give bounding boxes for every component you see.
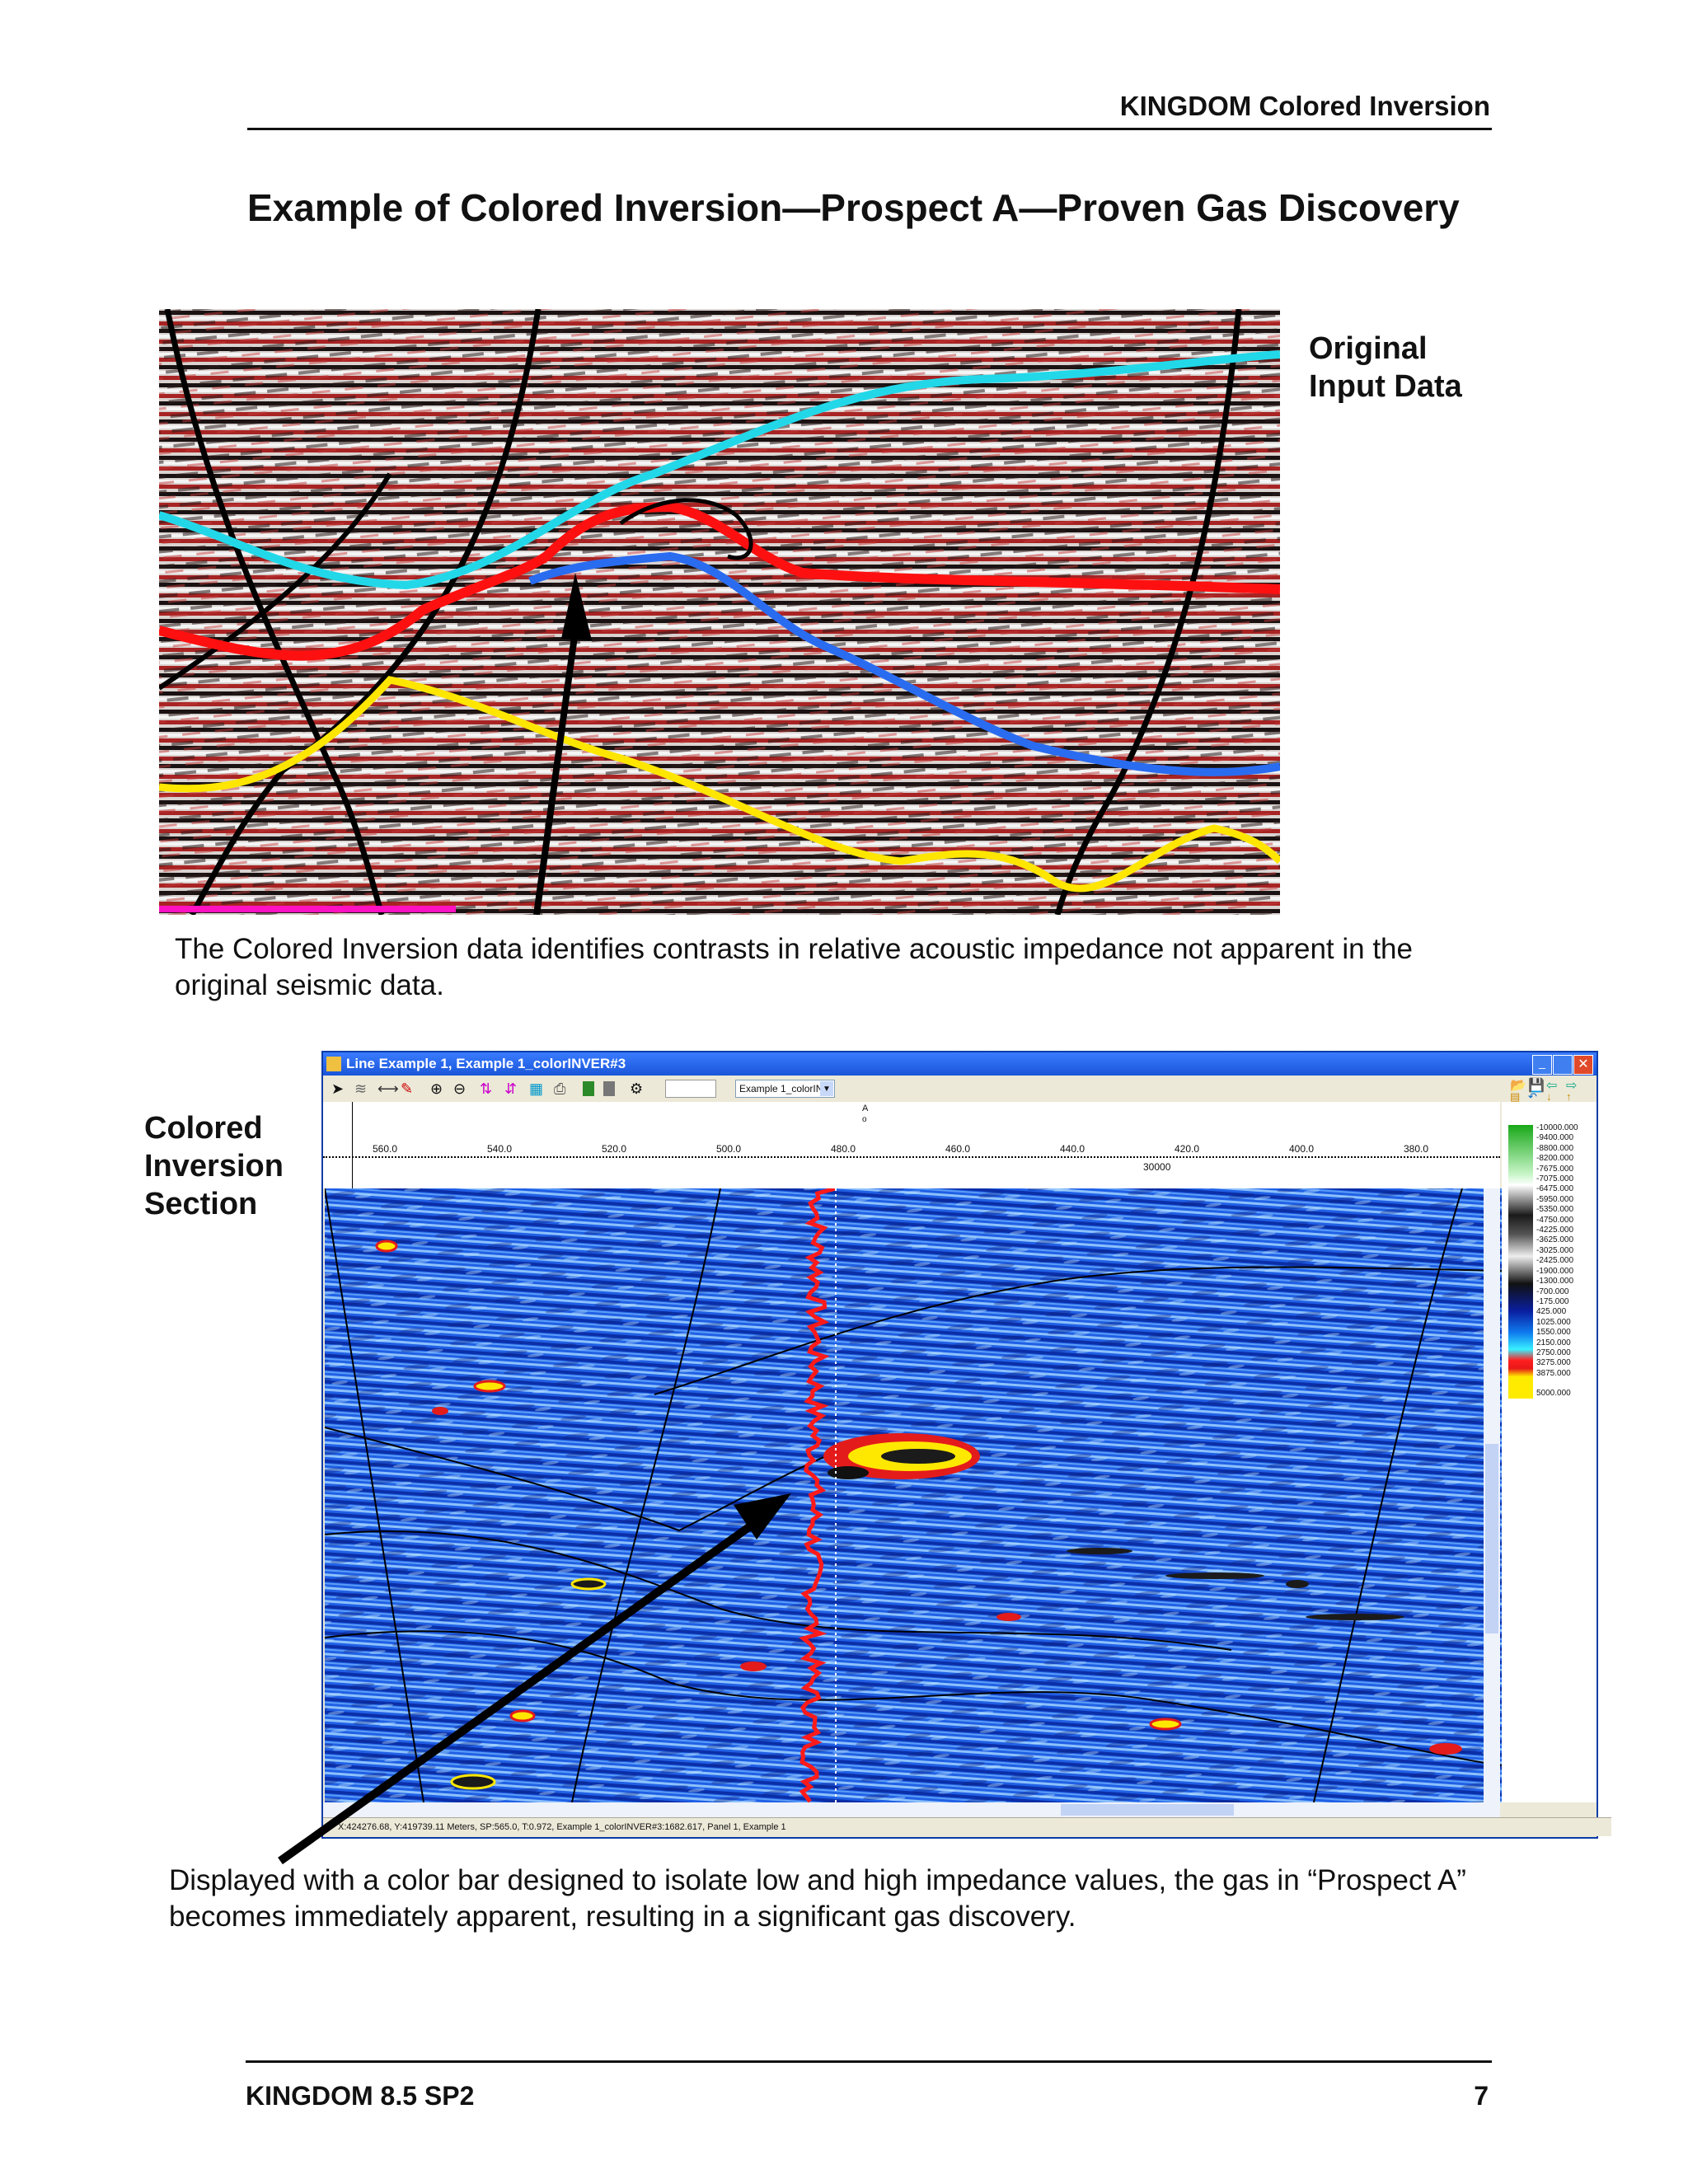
sort-up-icon[interactable]: ↑ (1566, 1090, 1572, 1103)
colorbar-label: -10000.000 (1536, 1123, 1578, 1132)
colorbar-label: 1550.000 (1536, 1328, 1571, 1338)
dataset-select[interactable]: Example 1_colorINV ▼ (735, 1080, 835, 1098)
shotpoint-tick-label: 380.0 (1404, 1143, 1429, 1155)
colorbar-label: -175.000 (1536, 1296, 1569, 1306)
shotpoint-tick-label: 480.0 (831, 1143, 856, 1155)
dataset-select-value: Example 1_colorINV (739, 1083, 830, 1094)
status-bar: X:424276.68, Y:419739.11 Meters, SP:565.… (323, 1817, 1611, 1836)
colorbar-label: -3625.000 (1536, 1235, 1574, 1245)
figure2-caption: Displayed with a color bar designed to i… (169, 1864, 1466, 1933)
colorbar-label: -5350.000 (1536, 1205, 1574, 1215)
header-rule (247, 128, 1492, 130)
footer-rule (246, 2060, 1492, 2063)
colorbar-label: -8200.000 (1536, 1154, 1574, 1164)
window-title-bar[interactable]: Line Example 1, Example 1_colorINVER#3 _… (323, 1052, 1597, 1076)
figure2-label: Colored Inversion Section (144, 1111, 284, 1221)
measure-icon[interactable]: ⟷ (377, 1080, 399, 1097)
ruler-axis (323, 1156, 1500, 1158)
zoom-out-icon[interactable]: ⊖ (453, 1080, 467, 1097)
print-icon[interactable]: ⎙ (554, 1080, 566, 1097)
page-number: 7 (1474, 2081, 1489, 2111)
window-title: Line Example 1, Example 1_colorINVER#3 (346, 1056, 626, 1071)
colorbar-label: -8800.000 (1536, 1143, 1574, 1153)
pointer-icon[interactable]: ➤ (331, 1080, 345, 1097)
blank-select[interactable] (665, 1080, 716, 1098)
colorbar-label: -1900.000 (1536, 1266, 1574, 1276)
arrow-head (561, 573, 592, 640)
status-bar-text: X:424276.68, Y:419739.11 Meters, SP:565.… (338, 1822, 786, 1832)
page-title: Example of Colored Inversion—Prospect A—… (247, 186, 1460, 229)
settings-icon[interactable]: ⚙ (630, 1080, 644, 1097)
close-icon[interactable]: ✕ (1573, 1055, 1593, 1075)
figure1-label: Original Input Data (1309, 331, 1462, 404)
colorbar-label: -700.000 (1536, 1286, 1569, 1296)
toolbar: ➤ ≋ ⟷ ✎ ⊕ ⊖ ⇅ ⇵ ▦ ⎙ ⚙ Example 1_colorINV… (323, 1076, 1597, 1103)
save-icon[interactable]: 💾 (1528, 1079, 1545, 1093)
well-log-trace (799, 1188, 837, 1802)
undo-icon[interactable]: ↶ (1528, 1090, 1537, 1103)
shotpoint-tick-label: 540.0 (487, 1143, 513, 1155)
horizontal-scrollbar[interactable] (323, 1802, 1500, 1817)
layers-icon[interactable]: ▤ (1510, 1090, 1521, 1103)
ruler-area: A o 560.0 540.0 520.0 500.0 480.0 460.0 440.0 4… (323, 1102, 1500, 1188)
colorbar-label: 5000.000 (1536, 1389, 1571, 1399)
kingdom-window: Line Example 1, Example 1_colorINVER#3 _… (321, 1051, 1611, 1839)
colorbar-label: -7675.000 (1536, 1164, 1574, 1174)
open-icon[interactable]: 📂 (1510, 1079, 1526, 1093)
distance-tick: 30000 (1143, 1161, 1171, 1173)
color-bar-icon[interactable] (583, 1081, 594, 1096)
shotpoint-tick-label: 440.0 (1060, 1143, 1085, 1155)
chevron-down-icon[interactable]: ▼ (820, 1081, 833, 1096)
colorbar-label: -7075.000 (1536, 1174, 1574, 1184)
shotpoint-tick-label: 500.0 (716, 1143, 742, 1155)
zoom-in-icon[interactable]: ⊕ (430, 1080, 443, 1097)
colorbar-label: -9400.000 (1536, 1133, 1574, 1143)
ruler-marker: A (862, 1104, 869, 1113)
figure1-caption: The Colored Inversion data identifies co… (175, 933, 1413, 1001)
minimize-icon[interactable]: _ (1532, 1055, 1552, 1075)
grid-icon[interactable]: ▦ (529, 1080, 544, 1097)
inversion-section-image (325, 1188, 1502, 1802)
colorbar-label: 3275.000 (1536, 1358, 1571, 1368)
colorbar-label: 1025.000 (1536, 1317, 1571, 1327)
pick-icon[interactable]: ✎ (401, 1080, 414, 1097)
colorbar-label: -2425.000 (1536, 1256, 1574, 1266)
colorbar-label: 425.000 (1536, 1307, 1567, 1317)
color-bar-panel: -10000.000 -9400.000 -8800.000 -8200.000 -76… (1502, 1102, 1597, 1802)
back-arrow-icon[interactable]: ⇦ (1546, 1079, 1558, 1093)
fault-icon[interactable]: ⇵ (504, 1080, 518, 1097)
colorbar-label: -5950.000 (1536, 1194, 1574, 1204)
gray-bar-icon[interactable] (603, 1081, 615, 1096)
colorbar-label: -6475.000 (1536, 1184, 1574, 1194)
running-header: KINGDOM Colored Inversion (1119, 91, 1490, 121)
shotpoint-tick-label: 400.0 (1289, 1143, 1315, 1155)
horizon-icon[interactable]: ⇅ (480, 1080, 493, 1097)
colorbar-label: 2150.000 (1536, 1338, 1571, 1347)
app-icon (326, 1057, 341, 1071)
forward-arrow-icon[interactable]: ⇨ (1566, 1079, 1578, 1093)
pan-icon[interactable]: ≋ (354, 1080, 368, 1097)
shotpoint-tick-label: 560.0 (373, 1143, 398, 1155)
arrow-line (533, 630, 579, 915)
colorbar-label: -4225.000 (1536, 1226, 1574, 1235)
shotpoint-tick-label: 520.0 (602, 1143, 627, 1155)
colorbar-label: 2750.000 (1536, 1347, 1571, 1357)
sort-down-icon[interactable]: ↓ (1546, 1090, 1552, 1103)
vertical-scrollbar[interactable] (1484, 1188, 1500, 1802)
original-seismic-image (159, 309, 1280, 915)
ruler-marker-dot: o (862, 1115, 867, 1124)
colorbar-label: -3025.000 (1536, 1245, 1574, 1255)
colorbar-label: 3875.000 (1536, 1368, 1571, 1378)
vertical-scroll-thumb[interactable] (1485, 1444, 1498, 1633)
maximize-icon[interactable] (1553, 1055, 1573, 1075)
colorbar-label: -4750.000 (1536, 1215, 1574, 1225)
shotpoint-tick-label: 460.0 (945, 1143, 971, 1155)
color-bar (1508, 1125, 1533, 1399)
footer-left: KINGDOM 8.5 SP2 (246, 2081, 475, 2111)
horizontal-scroll-thumb[interactable] (1061, 1804, 1234, 1816)
colorbar-label: -1300.000 (1536, 1277, 1574, 1286)
shotpoint-tick-label: 420.0 (1175, 1143, 1200, 1155)
colorbar-label-list: -10000.000 -9400.000 -8800.000 -8200.000 -76… (1536, 1123, 1596, 1399)
